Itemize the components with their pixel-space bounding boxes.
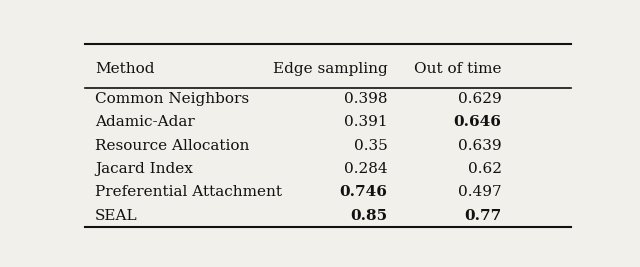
Text: 0.62: 0.62 xyxy=(468,162,502,176)
Text: Edge sampling: Edge sampling xyxy=(273,62,388,76)
Text: 0.639: 0.639 xyxy=(458,139,502,153)
Text: Method: Method xyxy=(95,62,154,76)
Text: 0.85: 0.85 xyxy=(350,209,388,223)
Text: 0.629: 0.629 xyxy=(458,92,502,106)
Text: 0.746: 0.746 xyxy=(340,185,388,199)
Text: Preferential Attachment: Preferential Attachment xyxy=(95,185,282,199)
Text: 0.77: 0.77 xyxy=(465,209,502,223)
Text: Out of time: Out of time xyxy=(414,62,502,76)
Text: 0.391: 0.391 xyxy=(344,116,388,129)
Text: 0.646: 0.646 xyxy=(454,116,502,129)
Text: Resource Allocation: Resource Allocation xyxy=(95,139,249,153)
Text: 0.497: 0.497 xyxy=(458,185,502,199)
Text: 0.35: 0.35 xyxy=(354,139,388,153)
Text: 0.284: 0.284 xyxy=(344,162,388,176)
Text: Common Neighbors: Common Neighbors xyxy=(95,92,249,106)
Text: Jacard Index: Jacard Index xyxy=(95,162,193,176)
Text: SEAL: SEAL xyxy=(95,209,138,223)
Text: 0.398: 0.398 xyxy=(344,92,388,106)
Text: Adamic-Adar: Adamic-Adar xyxy=(95,116,195,129)
